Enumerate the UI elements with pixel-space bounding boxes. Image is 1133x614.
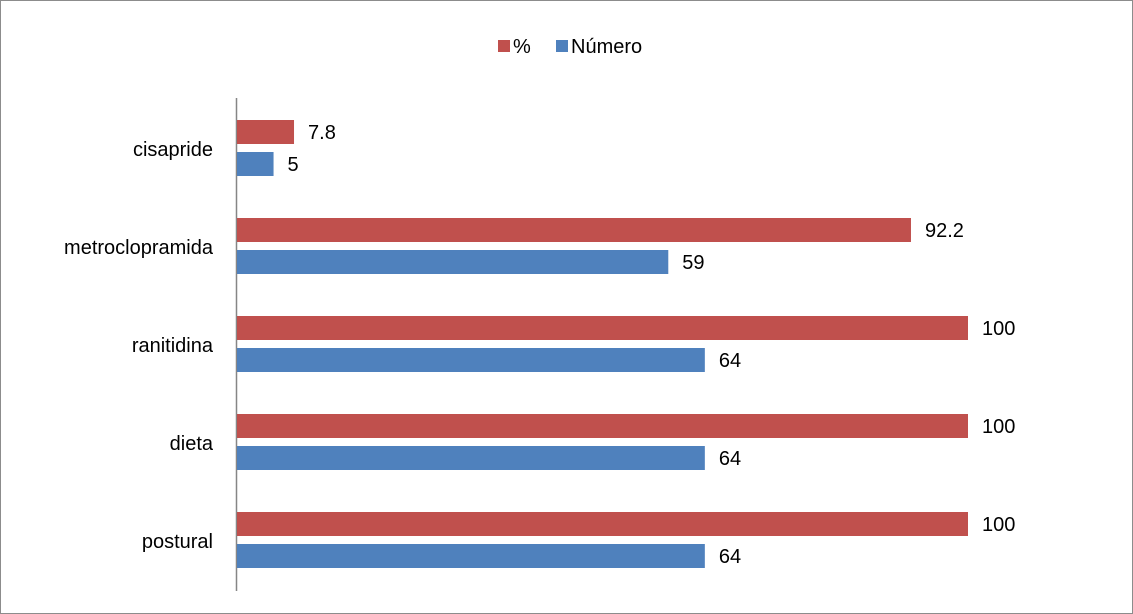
legend-swatch-numero: [556, 40, 568, 52]
bar-percent-dieta: [237, 414, 968, 438]
category-label-postural: postural: [142, 531, 213, 553]
bar-numero-dieta: [237, 446, 705, 470]
bar-numero-ranitidina: [237, 348, 705, 372]
bar-percent-ranitidina: [237, 316, 968, 340]
legend-label-percent: %: [513, 36, 531, 58]
bar-percent-cisapride: [237, 120, 295, 144]
category-label-metroclopramida: metroclopramida: [64, 237, 214, 259]
data-label-percent-ranitidina: 100: [982, 318, 1015, 340]
data-label-numero-cisapride: 5: [288, 154, 299, 176]
category-label-cisapride: cisapride: [133, 139, 213, 161]
category-labels: cisapride metroclopramida ranitidina dieta p…: [64, 139, 214, 553]
category-label-dieta: dieta: [170, 433, 214, 455]
bar-numero-metroclopramida: [237, 250, 669, 274]
category-label-ranitidina: ranitidina: [132, 335, 214, 357]
data-label-percent-postural: 100: [982, 514, 1015, 536]
data-label-percent-dieta: 100: [982, 416, 1015, 438]
data-label-numero-metroclopramida: 59: [682, 252, 704, 274]
data-labels: 7.8 5 92.2 59 100 64 100 64 100 64: [288, 122, 1016, 568]
bar-marks: [237, 120, 968, 568]
bar-percent-metroclopramida: [237, 218, 911, 242]
data-label-percent-cisapride: 7.8: [308, 122, 336, 144]
bar-numero-cisapride: [237, 152, 274, 176]
legend-swatch-percent: [498, 40, 510, 52]
bar-percent-postural: [237, 512, 968, 536]
legend-label-numero: Número: [571, 36, 642, 58]
data-label-percent-metroclopramida: 92.2: [925, 220, 964, 242]
chart-legend: % Número: [498, 36, 642, 58]
bar-numero-postural: [237, 544, 705, 568]
data-label-numero-dieta: 64: [719, 448, 741, 470]
data-label-numero-ranitidina: 64: [719, 350, 741, 372]
data-label-numero-postural: 64: [719, 546, 741, 568]
